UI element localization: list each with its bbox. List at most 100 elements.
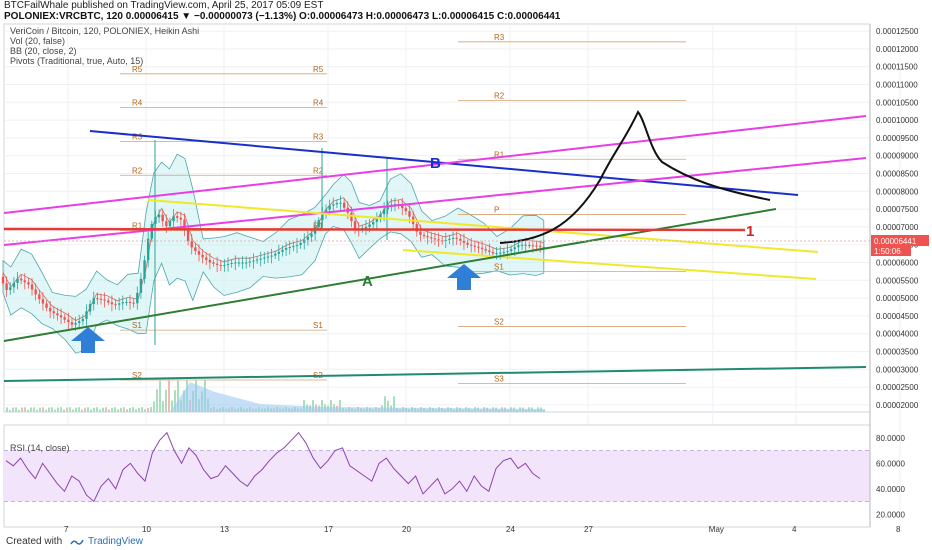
arrow-up-icon-left — [71, 327, 105, 353]
candle-body — [5, 283, 8, 290]
price-tick-label: 0.00003500 — [876, 347, 919, 356]
candle-body — [317, 220, 320, 227]
legend-bollinger[interactable]: BB (20, close, 2) — [10, 46, 77, 56]
candle-body — [125, 302, 128, 304]
candle-body — [45, 303, 48, 308]
volume-bar — [9, 409, 11, 412]
axes: 0.00012500 0.00012000 0.00011500 0.00011000… — [64, 24, 929, 534]
volume-bar — [60, 407, 62, 412]
label-1: 1 — [746, 223, 754, 240]
candle-body — [78, 321, 81, 324]
candle-body — [234, 262, 237, 264]
rsi-tick-label: 80.0000 — [876, 434, 905, 443]
price-tick-label: 0.00009000 — [876, 152, 919, 161]
price-badge-box — [871, 235, 929, 246]
price-tick-label: 0.00007000 — [876, 223, 919, 232]
volume-bar — [24, 407, 26, 412]
price-tick-label: 0.00011000 — [876, 81, 918, 90]
volume-bar — [69, 407, 71, 412]
volume-bar — [42, 407, 44, 412]
resistance-line-1 — [3, 227, 746, 232]
candle-body — [48, 307, 52, 312]
candle-body — [295, 245, 299, 247]
candle-body — [255, 259, 259, 261]
candle-body — [107, 300, 110, 303]
candle-body — [52, 311, 56, 314]
candle-body — [368, 224, 371, 227]
volume-bar — [30, 407, 32, 412]
price-tick-label: 0.00007500 — [876, 205, 919, 214]
candle-body — [415, 224, 418, 232]
candle-body — [266, 256, 270, 258]
candle-body — [1, 276, 5, 284]
volume-bar — [12, 407, 14, 412]
candle-body — [440, 240, 444, 242]
candle-body — [92, 298, 95, 304]
date-tick-label: 7 — [64, 525, 69, 534]
candle-body — [215, 263, 219, 265]
volume-bar — [87, 407, 89, 412]
candle-body — [56, 313, 59, 316]
candle-body — [237, 262, 241, 264]
label-b: B — [430, 155, 441, 172]
volume-bar — [339, 400, 341, 412]
candle-body — [23, 280, 26, 283]
candle-body — [310, 233, 313, 237]
arrow-up-icon-right — [447, 264, 481, 290]
candle-body — [30, 284, 34, 290]
candle-body — [281, 249, 284, 252]
price-tick-label: 0.00010500 — [876, 98, 919, 107]
volume-bar — [111, 407, 113, 412]
pivot-label: R1 — [132, 221, 143, 230]
volume-bar — [27, 409, 29, 412]
volume-bar — [6, 407, 8, 412]
candle-body — [284, 248, 288, 250]
created-with-label: Created with — [6, 536, 63, 547]
volume-bar — [120, 407, 122, 412]
volume-bar — [36, 409, 38, 412]
pivot-label-right: R2 — [313, 166, 324, 175]
candle-body — [328, 205, 331, 210]
tradingview-brand[interactable]: TradingView — [88, 536, 144, 547]
legend-title[interactable]: VeriCoin / Bitcoin, 120, POLONIEX, Heiki… — [10, 26, 200, 36]
legend-pivots[interactable]: Pivots (Traditional, true, Auto, 15) — [10, 56, 144, 66]
candle-body — [110, 302, 114, 305]
date-tick-label: 13 — [220, 525, 229, 534]
candle-body — [270, 255, 273, 257]
candle-body — [212, 262, 215, 264]
legend-volume[interactable]: Vol (20, false) — [10, 36, 66, 46]
candle-body — [466, 242, 469, 245]
candle-body — [99, 298, 103, 300]
candle-body — [27, 282, 30, 285]
price-tick-label: 0.00002500 — [876, 383, 919, 392]
tradingview-logo-icon — [70, 539, 84, 545]
price-tick-label: 0.00002000 — [876, 401, 919, 410]
volume-bar — [81, 409, 83, 412]
trend-drawings: A B 1 — [3, 110, 870, 382]
candle-body — [528, 245, 531, 247]
candle-body — [524, 244, 527, 246]
price-tick-label: 0.00004500 — [876, 312, 919, 321]
candle-body — [306, 236, 310, 240]
volume-bar — [387, 400, 389, 412]
rsi-legend[interactable]: RSI (14, close) — [10, 443, 70, 453]
trendline-yellow-upper — [147, 199, 819, 253]
date-tick-label: 20 — [402, 525, 411, 534]
candle-body — [382, 209, 386, 215]
volume-bar — [138, 407, 140, 412]
candle-body — [132, 302, 135, 304]
date-tick-label: 10 — [142, 525, 151, 534]
volume-bar — [78, 407, 80, 412]
volume-bar — [141, 407, 143, 412]
price-tick-label: 0.00008500 — [876, 170, 919, 179]
candle-body — [538, 246, 542, 248]
candle-body — [455, 237, 458, 239]
rsi-pane — [3, 424, 871, 528]
volume-bar — [126, 409, 128, 412]
candle-body — [248, 261, 252, 263]
volume-bar — [321, 400, 323, 412]
candle-body — [165, 221, 168, 227]
candle-body — [484, 248, 487, 251]
candle-body — [186, 229, 190, 242]
